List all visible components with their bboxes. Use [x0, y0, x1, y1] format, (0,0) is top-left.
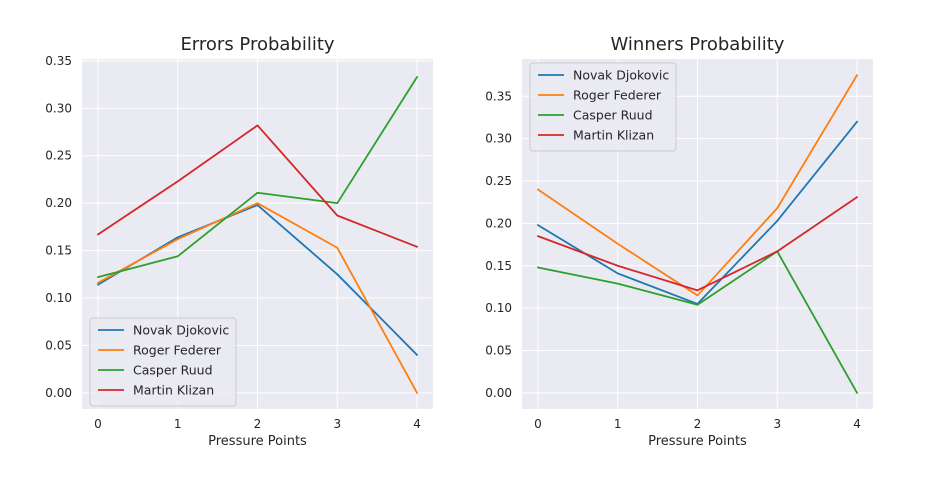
legend-box [89, 317, 237, 407]
series-line-martin-klizan [97, 124, 418, 248]
y-tick-label: 0.30 [485, 132, 512, 146]
series-line-roger-federer [537, 74, 858, 297]
legend-label-casper-ruud: Casper Ruud [573, 108, 653, 123]
series-line-casper-ruud [97, 76, 418, 279]
y-tick-label: 0.00 [485, 386, 512, 400]
legend-label-roger-federer: Roger Federer [573, 88, 662, 103]
x-axis-label: Pressure Points [648, 434, 747, 449]
x-tick-label: 1 [614, 417, 622, 431]
y-tick-label: 0.00 [45, 386, 72, 400]
y-tick-label: 0.15 [485, 259, 512, 273]
y-tick-label: 0.25 [45, 149, 72, 163]
x-tick-label: 3 [333, 417, 341, 431]
x-tick-label: 3 [773, 417, 781, 431]
series-line-casper-ruud [537, 250, 858, 394]
y-tick-label: 0.05 [45, 338, 72, 352]
legend: Novak Djokovic Roger Federer Casper Ruud Ma… [529, 62, 677, 152]
y-tick-label: 0.35 [45, 54, 72, 68]
y-tick-label: 0.35 [485, 89, 512, 103]
legend-label-novak-djokovic: Novak Djokovic [133, 323, 229, 338]
y-tick-label: 0.05 [485, 344, 512, 358]
x-tick-label: 2 [694, 417, 702, 431]
x-tick-label: 4 [413, 417, 421, 431]
series-line-martin-klizan [537, 196, 858, 292]
y-tick-label: 0.10 [45, 291, 72, 305]
y-tick-label: 0.20 [485, 216, 512, 230]
x-tick-label: 0 [94, 417, 102, 431]
x-tick-label: 2 [254, 417, 262, 431]
errors-probability-chart: 0.00 0.05 0.10 0.15 0.20 0.25 0.30 0.35 0 1 2 3 4 Err… [45, 34, 433, 449]
legend-box [529, 62, 677, 152]
winners-probability-chart: 0.00 0.05 0.10 0.15 0.20 0.25 0.30 0.35 0 1 2 3 4 Win… [485, 34, 873, 449]
y-tick-label: 0.15 [45, 244, 72, 258]
legend-label-casper-ruud: Casper Ruud [133, 363, 213, 378]
y-tick-label: 0.20 [45, 196, 72, 210]
legend-label-roger-federer: Roger Federer [133, 343, 222, 358]
y-tick-label: 0.30 [45, 101, 72, 115]
x-axis-label: Pressure Points [208, 434, 307, 449]
y-tick-label: 0.25 [485, 174, 512, 188]
x-tick-label: 4 [853, 417, 861, 431]
chart-title: Winners Probability [611, 34, 785, 55]
series-line-roger-federer [97, 202, 418, 394]
legend-label-martin-klizan: Martin Klizan [573, 128, 654, 143]
y-tick-label: 0.10 [485, 301, 512, 315]
legend-label-novak-djokovic: Novak Djokovic [573, 68, 669, 83]
legend: Novak Djokovic Roger Federer Casper Ruud Ma… [89, 317, 237, 407]
x-tick-label: 1 [174, 417, 182, 431]
legend-label-martin-klizan: Martin Klizan [133, 383, 214, 398]
chart-title: Errors Probability [180, 34, 334, 55]
x-tick-label: 0 [534, 417, 542, 431]
